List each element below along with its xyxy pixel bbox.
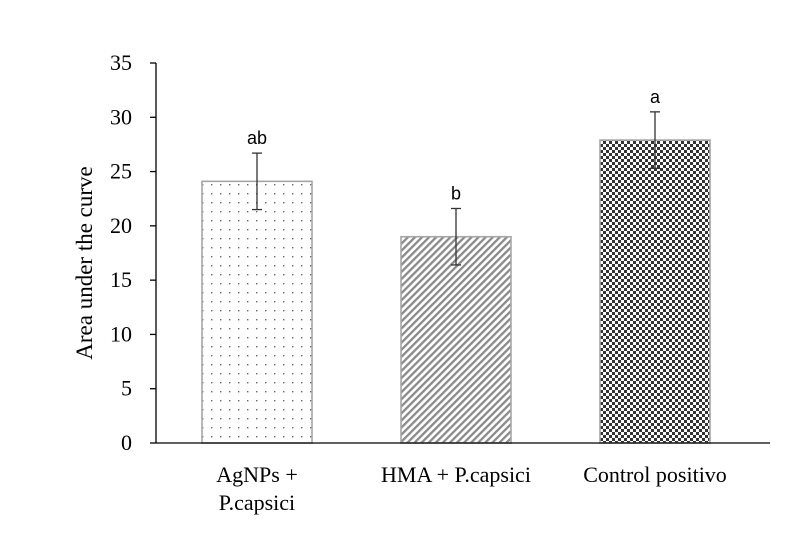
- error-bar: [252, 152, 262, 211]
- significance-label: ab: [247, 128, 267, 148]
- x-category-label: Control positivo: [583, 462, 727, 487]
- y-tick-label: 10: [110, 321, 132, 346]
- y-axis-title: Area under the curve: [72, 166, 97, 359]
- bar: [400, 235, 512, 444]
- bar: [201, 180, 313, 444]
- y-tick-label: 30: [110, 104, 132, 129]
- y-tick-label: 25: [110, 159, 132, 184]
- significance-label: a: [650, 87, 661, 107]
- bars: ab b a: [201, 87, 711, 444]
- bar: [599, 139, 711, 444]
- y-axis: 0 5 10 15 20 25 30 35: [110, 50, 157, 455]
- x-axis: AgNPs + P.capsici HMA + P.capsici Control p…: [156, 442, 770, 515]
- y-tick-label: 0: [121, 430, 132, 455]
- y-tick-label: 20: [110, 213, 132, 238]
- error-bar: [650, 111, 660, 169]
- x-category-label: AgNPs + P.capsici: [216, 462, 297, 515]
- significance-label: b: [451, 183, 461, 203]
- error-bar: [451, 207, 461, 266]
- y-tick-label: 35: [110, 50, 132, 75]
- y-tick-label: 5: [121, 376, 132, 401]
- x-category-label: HMA + P.capsici: [381, 462, 531, 487]
- y-tick-label: 15: [110, 267, 132, 292]
